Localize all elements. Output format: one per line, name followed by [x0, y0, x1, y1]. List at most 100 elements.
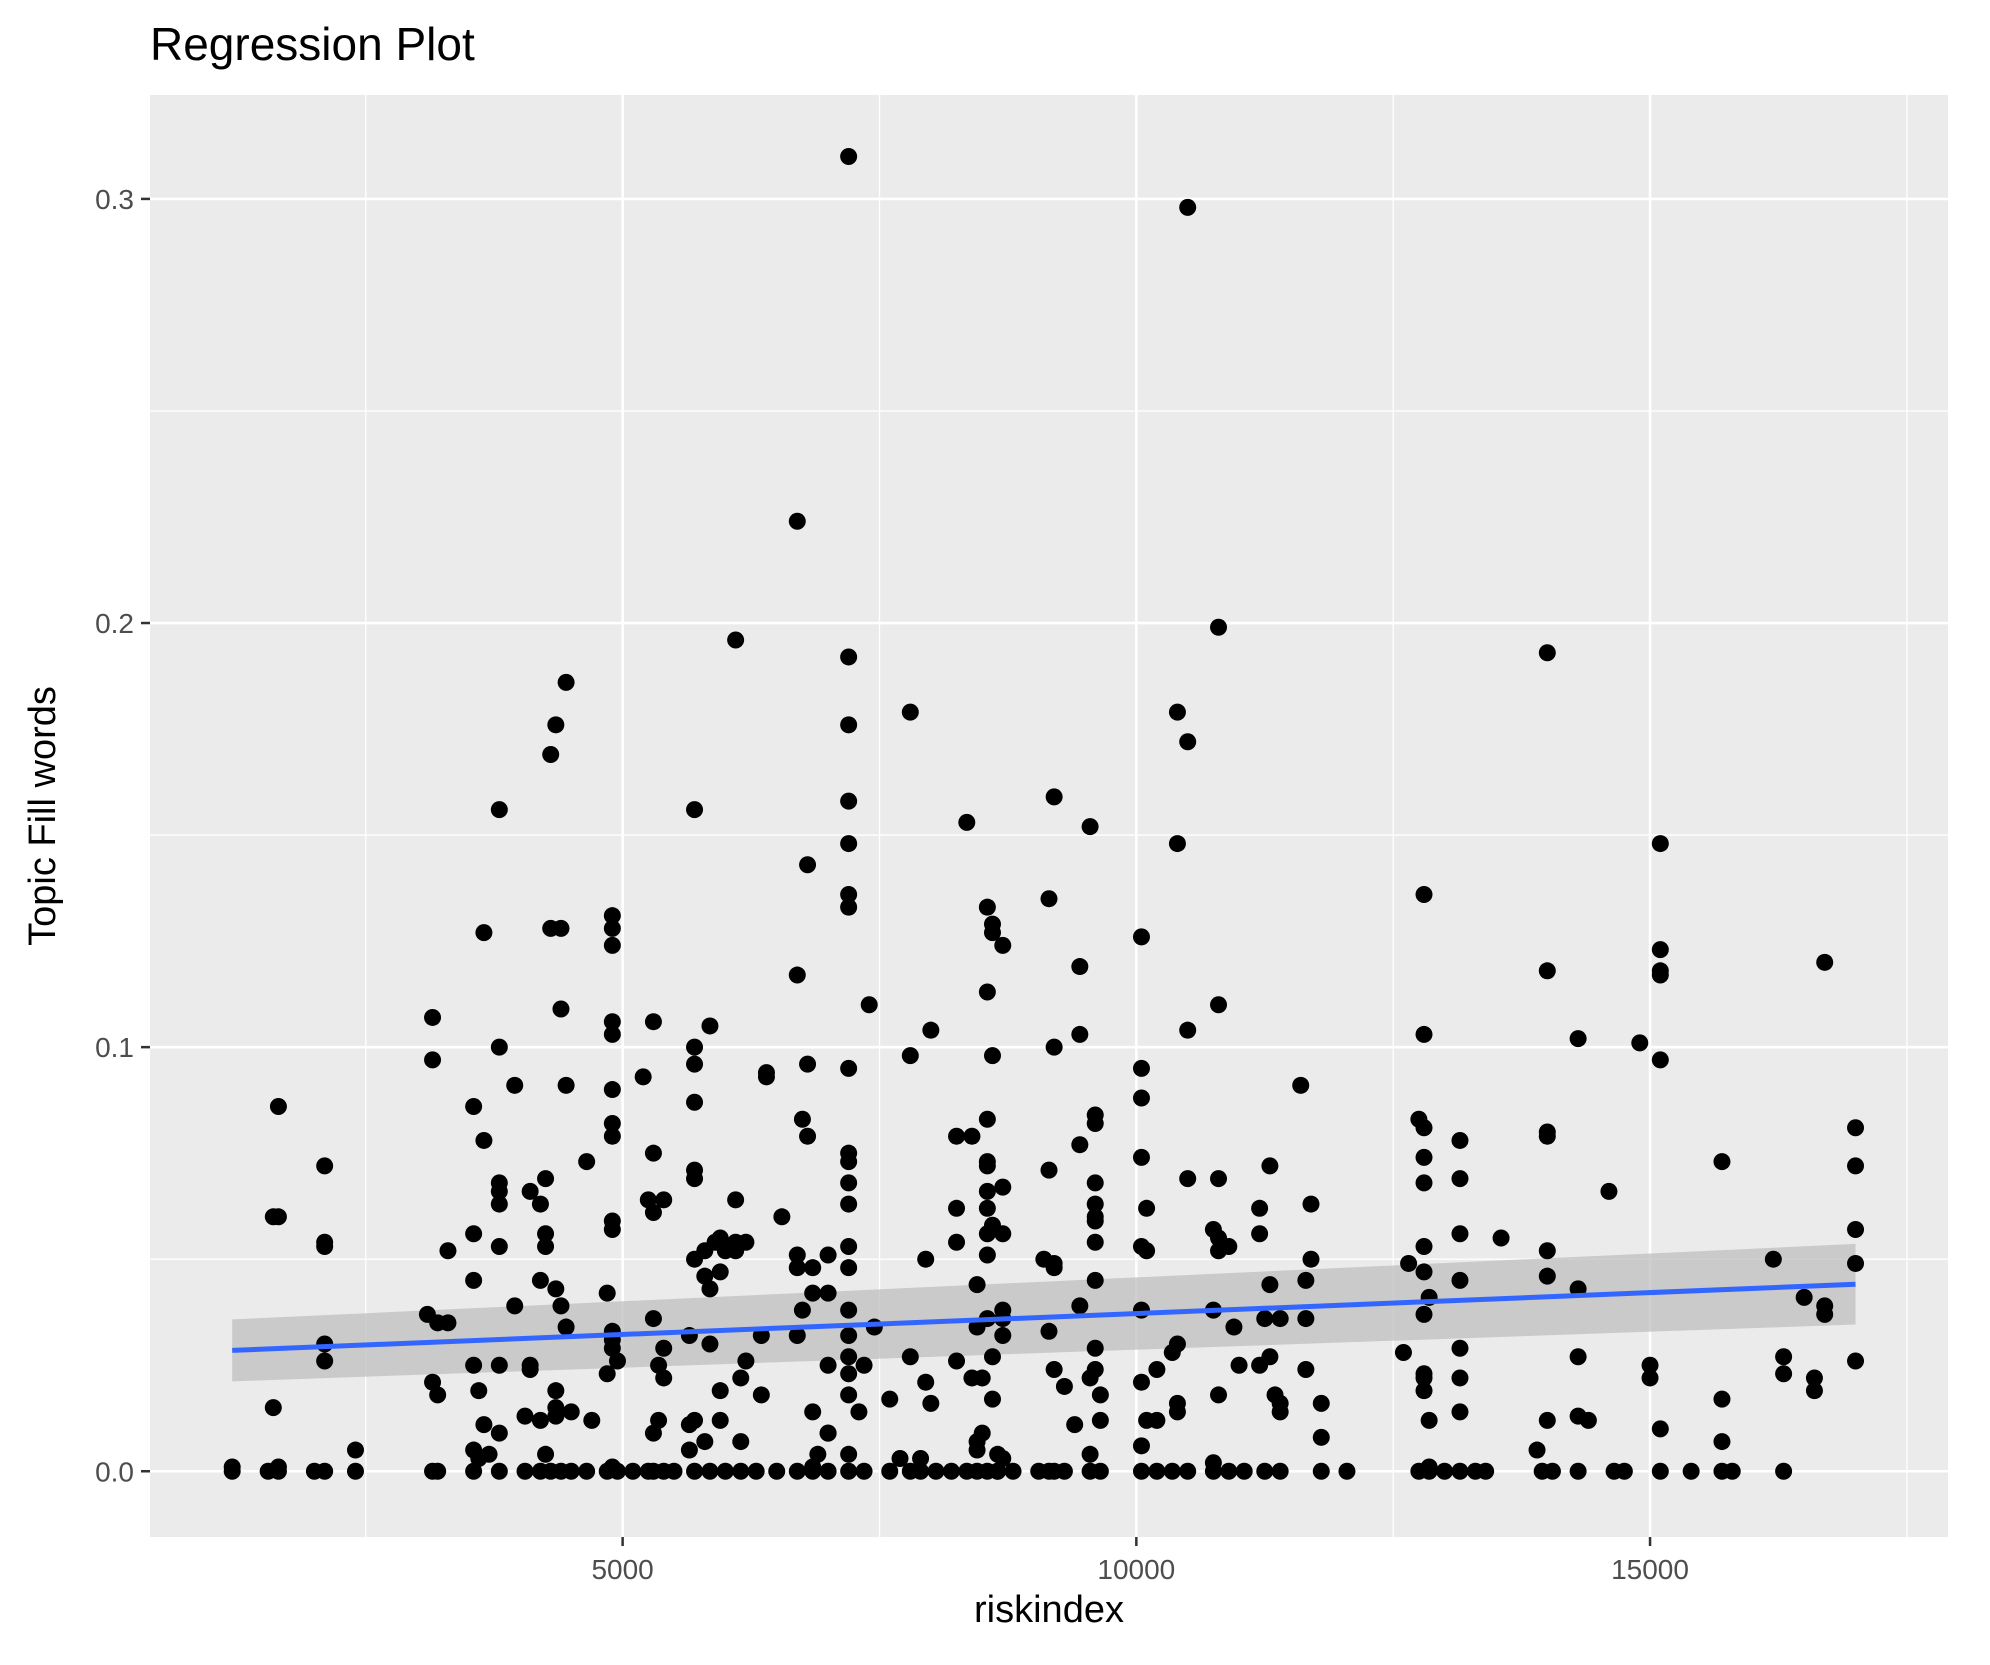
data-point [840, 1348, 858, 1366]
data-point [1302, 1250, 1320, 1268]
data-point [634, 1068, 652, 1086]
data-point [948, 1352, 966, 1370]
data-point [1297, 1360, 1315, 1378]
data-point [1045, 1038, 1063, 1056]
data-point [1040, 1161, 1058, 1179]
data-point [1210, 1386, 1228, 1404]
data-point [1148, 1462, 1166, 1480]
y-tick-label: 0.1 [95, 1032, 134, 1063]
data-point [922, 1394, 940, 1412]
data-point [1795, 1288, 1813, 1306]
data-point [1847, 1221, 1865, 1239]
data-point [978, 1199, 996, 1217]
data-point [557, 1076, 575, 1094]
data-point [1086, 1233, 1104, 1251]
data-point [1235, 1462, 1253, 1480]
data-point [537, 1225, 555, 1243]
data-point [768, 1462, 786, 1480]
data-point [1600, 1182, 1618, 1200]
data-point [1415, 1174, 1433, 1192]
data-point [1045, 788, 1063, 806]
data-point [1091, 1462, 1109, 1480]
data-point [799, 1127, 817, 1145]
data-point [639, 1462, 657, 1480]
data-point [1816, 1305, 1834, 1323]
data-point [948, 1199, 966, 1217]
data-point [994, 1327, 1012, 1345]
data-point [1251, 1199, 1269, 1217]
data-point [819, 1246, 837, 1264]
data-point [1713, 1433, 1731, 1451]
data-point [537, 1237, 555, 1255]
data-point [686, 1462, 704, 1480]
data-points [223, 147, 1865, 1480]
data-point [644, 1013, 662, 1031]
data-point [855, 1462, 873, 1480]
data-point [490, 1424, 508, 1442]
data-point [1415, 1263, 1433, 1281]
data-point [978, 1225, 996, 1243]
y-tick-label: 0.0 [95, 1456, 134, 1487]
data-point [1091, 1411, 1109, 1429]
data-point [840, 1327, 858, 1345]
data-point [603, 1339, 621, 1357]
data-point [429, 1462, 447, 1480]
data-point [804, 1462, 822, 1480]
data-point [1651, 941, 1669, 959]
data-point [475, 1416, 493, 1434]
data-point [686, 1055, 704, 1073]
data-point [788, 966, 806, 984]
data-point [562, 1462, 580, 1480]
data-point [547, 1382, 565, 1400]
data-point [1451, 1339, 1469, 1357]
data-point [1420, 1411, 1438, 1429]
data-point [1179, 1021, 1197, 1039]
data-point [1066, 1416, 1084, 1434]
data-point [424, 1373, 442, 1391]
data-point [1415, 1025, 1433, 1043]
data-point [490, 1195, 508, 1213]
data-point [531, 1271, 549, 1289]
data-point [316, 1157, 334, 1175]
data-point [1651, 1462, 1669, 1480]
x-axis: 5000 10000 15000 [591, 1537, 1689, 1585]
data-point [1040, 890, 1058, 908]
data-point [1071, 1297, 1089, 1315]
data-point [603, 1013, 621, 1031]
data-point [1230, 1356, 1248, 1374]
data-point [1312, 1394, 1330, 1412]
data-point [1297, 1271, 1315, 1289]
data-point [1210, 618, 1228, 636]
data-point [881, 1462, 899, 1480]
data-point [644, 1144, 662, 1162]
data-point [1651, 1051, 1669, 1069]
data-point [490, 1356, 508, 1374]
data-point [537, 1445, 555, 1463]
data-point [752, 1386, 770, 1404]
data-point [840, 1462, 858, 1480]
data-point [1451, 1403, 1469, 1421]
data-point [686, 1093, 704, 1111]
data-point [819, 1462, 837, 1480]
data-point [1168, 703, 1186, 721]
data-point [1132, 928, 1150, 946]
data-point [1641, 1369, 1659, 1387]
data-point [1775, 1348, 1793, 1366]
data-point [978, 1182, 996, 1200]
data-point [316, 1352, 334, 1370]
data-point [994, 936, 1012, 954]
data-point [1086, 1114, 1104, 1132]
data-point [583, 1411, 601, 1429]
data-point [840, 792, 858, 810]
data-point [424, 1008, 442, 1026]
data-point [840, 1237, 858, 1255]
data-point [1256, 1310, 1274, 1328]
data-point [1569, 1407, 1587, 1425]
data-point [788, 512, 806, 530]
data-point [793, 1110, 811, 1128]
data-point [840, 147, 858, 165]
data-point [1271, 1403, 1289, 1421]
data-point [475, 924, 493, 942]
data-point [773, 1208, 791, 1226]
data-point [1538, 644, 1556, 662]
